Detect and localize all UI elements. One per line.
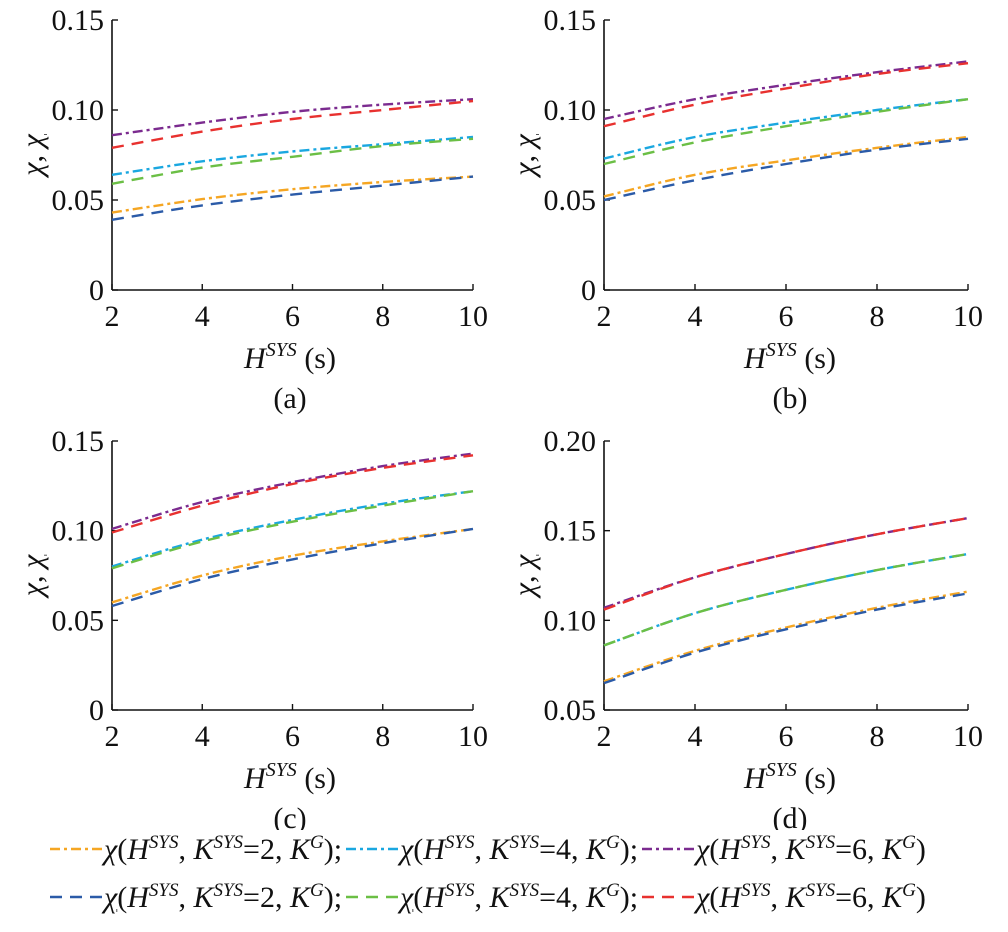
- legend-label: χ(HSYS, KSYS=4, KG);: [400, 879, 639, 914]
- legend-item-chi4: χ(HSYS, KSYS=4, KG);: [344, 830, 638, 867]
- series-line-chi2: [603, 590, 969, 683]
- legend-swatch: [346, 895, 399, 899]
- x-tick-label: 4: [195, 300, 210, 333]
- legend-row-1: χ(HSYS, KSYS=2, KG); χ(HSYS, KSYS=4, KG);…: [48, 830, 928, 870]
- x-axis-label: HSYS (s): [743, 339, 836, 375]
- x-tick-label: 2: [597, 720, 612, 753]
- x-tick-label: 6: [285, 300, 300, 333]
- y-tick-label: 0.05: [52, 184, 105, 217]
- y-tick-label: 0.10: [52, 94, 105, 127]
- y-tick-label: 0.05: [544, 184, 597, 217]
- y-tick-label: 0.05: [544, 694, 597, 727]
- x-tick-label: 10: [458, 720, 488, 753]
- y-tick-label: 0.15: [52, 4, 105, 37]
- legend-label: χ(HSYS, KSYS=4, KG);: [400, 831, 639, 866]
- series-line-chi4: [603, 552, 969, 647]
- y-tick-label: 0.10: [52, 515, 105, 548]
- legend-item-lchi6: χ(HSYS, KSYS=6, KG): [640, 878, 926, 915]
- x-tick-label: 10: [953, 300, 983, 333]
- x-tick-label: 2: [105, 300, 120, 333]
- panel-label: (a): [273, 382, 306, 415]
- x-tick-label: 6: [779, 300, 794, 333]
- legend: χ(HSYS, KSYS=2, KG); χ(HSYS, KSYS=4, KG);…: [0, 830, 1008, 930]
- x-tick-label: 6: [285, 720, 300, 753]
- legend-item-lchi2: χ(HSYS, KSYS=2, KG);: [48, 878, 342, 915]
- legend-item-chi6: χ(HSYS, KSYS=6, KG): [640, 830, 926, 867]
- series-line-lchi4: [603, 552, 969, 647]
- y-tick-label: 0.15: [544, 515, 597, 548]
- x-tick-label: 10: [953, 720, 983, 753]
- y-axis-label: χ, χ: [508, 134, 541, 179]
- legend-swatch: [50, 895, 102, 899]
- x-tick-label: 8: [870, 720, 885, 753]
- x-tick-label: 8: [870, 300, 885, 333]
- series-line-lchi2: [111, 527, 474, 608]
- series-line-chi4: [603, 98, 969, 160]
- x-tick-label: 4: [195, 720, 210, 753]
- chart-panel-3: 2 4 6 8 10 0 0.05 0.10 0.15 χ, χ HSYS (s) (c): [16, 425, 488, 830]
- x-tick-label: 8: [375, 720, 390, 753]
- legend-swatch: [642, 895, 695, 899]
- y-tick-label: 0.15: [544, 4, 597, 37]
- y-tick-label: 0.10: [544, 604, 597, 637]
- panel-label: (d): [773, 802, 808, 830]
- series-line-chi2: [111, 175, 474, 214]
- series-line-chi6: [111, 452, 474, 531]
- series-line-lchi2: [603, 592, 969, 685]
- y-axis-label: χ, χ: [508, 554, 541, 599]
- chart-panel-2: 2 4 6 8 10 0 0.05 0.10 0.15 χ, χ HSYS (s) (b): [508, 4, 983, 415]
- y-tick-label: 0.20: [544, 425, 597, 458]
- x-axis-label: HSYS (s): [243, 339, 336, 375]
- y-axis-label: χ, χ: [16, 134, 49, 179]
- legend-label: χ(HSYS, KSYS=2, KG);: [104, 831, 343, 866]
- series-line-chi2: [111, 527, 474, 604]
- x-axis-label: HSYS (s): [243, 759, 336, 795]
- series-line-chi4: [111, 490, 474, 568]
- series-line-lchi2: [111, 175, 474, 221]
- x-tick-label: 6: [779, 720, 794, 753]
- legend-label: χ(HSYS, KSYS=2, KG);: [104, 879, 343, 914]
- legend-label: χ(HSYS, KSYS=6, KG): [696, 831, 926, 866]
- y-axis-label: χ, χ: [16, 554, 49, 599]
- legend-label: χ(HSYS, KSYS=6, KG): [696, 879, 926, 914]
- series-line-chi6: [111, 98, 474, 137]
- x-axis-label: HSYS (s): [743, 759, 836, 795]
- legend-item-lchi4: χ(HSYS, KSYS=4, KG);: [344, 878, 638, 915]
- y-tick-label: 0.05: [52, 604, 105, 637]
- y-tick-label: 0.10: [544, 94, 597, 127]
- series-line-lchi6: [111, 99, 474, 149]
- series-line-lchi6: [603, 62, 969, 128]
- panel-label: (b): [773, 382, 808, 415]
- series-line-lchi2: [603, 137, 969, 202]
- x-tick-label: 2: [597, 300, 612, 333]
- series-line-lchi6: [111, 454, 474, 534]
- y-tick-label: 0: [89, 694, 104, 727]
- series-line-lchi6: [603, 516, 969, 611]
- y-tick-label: 0: [581, 274, 596, 307]
- legend-row-2: χ(HSYS, KSYS=2, KG); χ(HSYS, KSYS=4, KG);…: [48, 878, 928, 918]
- x-tick-label: 4: [688, 300, 703, 333]
- chart-panel-4: 2 4 6 8 10 0.05 0.10 0.15 0.20 χ, χ HSYS (s) (d): [508, 425, 983, 830]
- x-tick-label: 10: [458, 300, 488, 333]
- y-tick-label: 0: [89, 274, 104, 307]
- series-line-lchi4: [111, 137, 474, 185]
- x-tick-label: 4: [688, 720, 703, 753]
- series-line-chi4: [111, 135, 474, 176]
- panel-label: (c): [273, 802, 306, 830]
- series-line-lchi4: [603, 98, 969, 166]
- chart-panel-1: 2 4 6 8 10 0 0.05 0.10 0.15 χ, χ HSYS (s) (a): [16, 4, 488, 415]
- x-tick-label: 8: [375, 300, 390, 333]
- legend-swatch: [642, 847, 695, 851]
- legend-swatch: [346, 847, 399, 851]
- x-tick-label: 2: [105, 720, 120, 753]
- legend-swatch: [50, 847, 102, 851]
- legend-item-chi2: χ(HSYS, KSYS=2, KG);: [48, 830, 342, 867]
- y-tick-label: 0.15: [52, 425, 105, 458]
- series-line-lchi4: [111, 490, 474, 570]
- series-line-chi6: [603, 60, 969, 121]
